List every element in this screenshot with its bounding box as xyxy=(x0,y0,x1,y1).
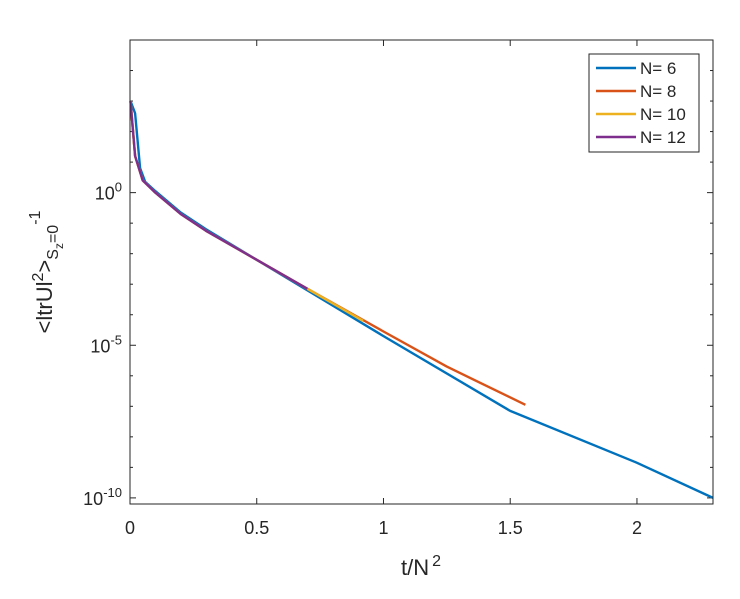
y-axis-label: <ltrUl2>Sz=0-1 xyxy=(27,210,66,333)
legend-label-2: N= 8 xyxy=(640,82,676,101)
legend-box xyxy=(588,53,700,153)
y-axis-label-open: <ltrUl xyxy=(32,281,57,333)
plot-frame xyxy=(129,39,714,505)
y-axis-label-eq0: =0 xyxy=(45,225,62,243)
x-tick-label: 0 xyxy=(125,518,135,538)
y-axis-label-exp: -1 xyxy=(27,210,44,224)
series-layer xyxy=(129,100,714,499)
x-tick-labels: 0 0.5 1 1.5 2 xyxy=(125,518,642,538)
y-axis-label-sup2: 2 xyxy=(30,272,47,281)
legend-label-3: N= 10 xyxy=(640,105,686,124)
x-tick-label: 1.5 xyxy=(498,518,523,538)
y-tick-label-base: 10 xyxy=(90,336,110,356)
x-axis-label-sup: 2 xyxy=(432,553,441,570)
y-tick-label: 10-5 xyxy=(90,332,122,356)
legend-label-1: N= 6 xyxy=(640,59,676,78)
legend: N= 6 N= 8 N= 10 N= 12 xyxy=(588,53,700,153)
y-tick-label-exponent: -10 xyxy=(103,485,122,500)
y-axis-label-close: > xyxy=(32,260,57,273)
x-axis-label-base: t/N xyxy=(401,555,429,580)
y-tick-label: 100 xyxy=(95,180,122,204)
y-tick-label-base: 10 xyxy=(83,489,103,509)
y-axis-label-s: S xyxy=(45,249,62,260)
series-line-4 xyxy=(129,100,308,290)
y-tick-label-exponent: -5 xyxy=(110,332,122,347)
y-tick-label: 10-10 xyxy=(83,485,122,509)
x-axis-label: t/N 2 xyxy=(401,553,441,580)
legend-entries: N= 6 N= 8 N= 10 N= 12 xyxy=(596,59,686,147)
legend-label-4: N= 12 xyxy=(640,128,686,147)
y-tick-label-exponent: 0 xyxy=(115,180,122,195)
x-tick-label: 1 xyxy=(378,518,388,538)
y-axis-label-z: z xyxy=(52,243,66,249)
y-tick-label-base: 10 xyxy=(95,184,115,204)
x-tick-label: 0.5 xyxy=(244,518,269,538)
x-tick-label: 2 xyxy=(632,518,642,538)
